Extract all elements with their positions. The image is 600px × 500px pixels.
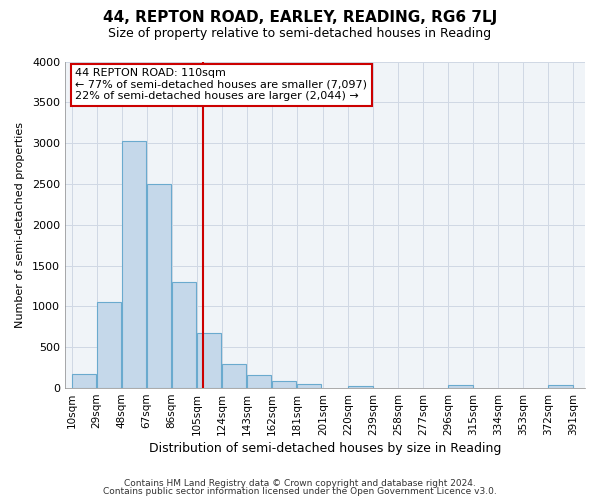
X-axis label: Distribution of semi-detached houses by size in Reading: Distribution of semi-detached houses by … [149, 442, 501, 455]
Bar [222, 364, 246, 388]
Bar [448, 385, 473, 388]
Bar [197, 334, 221, 388]
Text: Contains HM Land Registry data © Crown copyright and database right 2024.: Contains HM Land Registry data © Crown c… [124, 478, 476, 488]
Bar [172, 282, 196, 388]
Bar [548, 385, 573, 388]
Bar [147, 184, 171, 388]
Bar [122, 140, 146, 388]
Bar [247, 375, 271, 388]
Bar [272, 380, 296, 388]
Text: 44 REPTON ROAD: 110sqm
← 77% of semi-detached houses are smaller (7,097)
22% of : 44 REPTON ROAD: 110sqm ← 77% of semi-det… [76, 68, 367, 101]
Bar [349, 386, 373, 388]
Y-axis label: Number of semi-detached properties: Number of semi-detached properties [15, 122, 25, 328]
Text: Contains public sector information licensed under the Open Government Licence v3: Contains public sector information licen… [103, 488, 497, 496]
Bar [297, 384, 322, 388]
Bar [97, 302, 121, 388]
Text: Size of property relative to semi-detached houses in Reading: Size of property relative to semi-detach… [109, 28, 491, 40]
Bar [72, 374, 96, 388]
Text: 44, REPTON ROAD, EARLEY, READING, RG6 7LJ: 44, REPTON ROAD, EARLEY, READING, RG6 7L… [103, 10, 497, 25]
